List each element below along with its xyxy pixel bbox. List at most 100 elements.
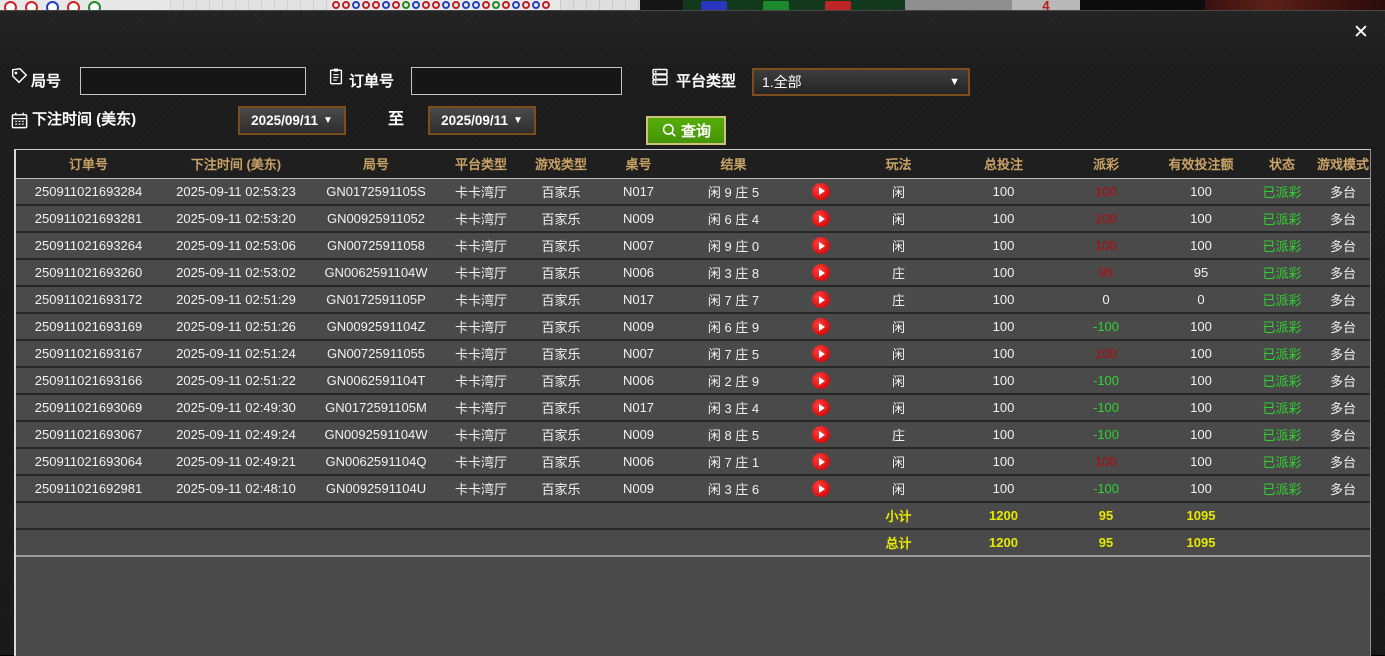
cell-replay <box>791 340 851 367</box>
cell-table-no: N007 <box>622 346 655 361</box>
bet-record-row: 250911021692981 2025-09-11 02:48:10 GN00… <box>16 475 1370 502</box>
cell-play-type: 闲 <box>891 212 905 227</box>
cell-game-type: 百家乐 <box>541 320 581 335</box>
dealer-video <box>1205 0 1385 10</box>
cell-table-no: N009 <box>622 211 655 226</box>
cell-valid-bet: 100 <box>1190 211 1212 226</box>
cell-mode: 多台 <box>1329 293 1356 308</box>
cell-table-no: N006 <box>622 454 655 469</box>
cell-result: 闲 9 庄 0 <box>707 239 760 254</box>
cell-replay <box>791 367 851 394</box>
cell-mode: 多台 <box>1329 266 1356 281</box>
cell-play-type: 闲 <box>891 374 905 389</box>
search-button[interactable]: 查询 <box>646 116 726 145</box>
subtotal-payout: 95 <box>1098 508 1114 523</box>
play-icon[interactable] <box>812 291 830 309</box>
cell-payout: 100 <box>1095 211 1117 226</box>
date-range-to-label: 至 <box>388 111 405 128</box>
cell-play-type: 庄 <box>891 293 905 308</box>
cell-result: 闲 7 庄 5 <box>707 347 760 362</box>
play-icon[interactable] <box>812 453 830 471</box>
round-no-input[interactable] <box>80 67 306 95</box>
cell-status: 已派彩 <box>1262 428 1302 443</box>
play-icon[interactable] <box>812 264 830 282</box>
cell-result: 闲 3 庄 4 <box>707 401 760 416</box>
play-icon[interactable] <box>812 372 830 390</box>
bet-record-row: 250911021693281 2025-09-11 02:53:20 GN00… <box>16 205 1370 232</box>
order-no-label: 订单号 <box>349 73 395 90</box>
cell-table-no: N009 <box>622 427 655 442</box>
cell-payout: -100 <box>1092 400 1120 415</box>
cell-bet-time: 2025-09-11 02:53:23 <box>176 183 296 199</box>
cell-bet-time: 2025-09-11 02:51:22 <box>176 373 296 388</box>
cell-mode: 多台 <box>1329 184 1356 200</box>
col-header-result: 结果 <box>676 150 791 179</box>
cell-payout: -100 <box>1092 373 1120 388</box>
cell-platform: 卡卡湾厅 <box>454 266 507 281</box>
cell-mode: 多台 <box>1329 374 1356 389</box>
grand-total-label: 总计 <box>885 536 912 551</box>
col-header-play-type: 玩法 <box>851 150 946 179</box>
bet-record-row: 250911021693067 2025-09-11 02:49:24 GN00… <box>16 421 1370 448</box>
play-icon[interactable] <box>812 426 830 444</box>
bet-records-modal: ✕ 局号 订单号 平台类型 1.全部 ▼ <box>0 10 1385 656</box>
cell-round-no: GN0172591105S <box>326 183 426 199</box>
play-icon[interactable] <box>812 480 830 498</box>
cell-round-no: GN00725911055 <box>326 346 426 361</box>
cell-bet-time: 2025-09-11 02:51:29 <box>176 292 296 307</box>
cell-play-type: 闲 <box>891 455 905 470</box>
cell-play-type: 闲 <box>891 239 905 254</box>
roadmap-grid <box>170 0 330 10</box>
playing-card: 4 <box>1012 0 1080 10</box>
col-header-mode: 游戏模式 <box>1313 150 1370 179</box>
order-no-input[interactable] <box>411 67 622 95</box>
cell-result: 闲 3 庄 6 <box>707 482 760 497</box>
cell-round-no: GN00925911052 <box>326 211 426 226</box>
date-to-picker[interactable]: 2025/09/11 ▼ <box>428 106 536 135</box>
cell-order-no: 250911021693172 <box>34 292 143 307</box>
grand-total-total-bet: 1200 <box>989 535 1018 550</box>
cell-result: 闲 6 庄 4 <box>707 212 760 227</box>
calendar-icon <box>10 111 29 135</box>
cell-table-no: N017 <box>622 400 655 415</box>
platform-type-select[interactable]: 1.全部 ▼ <box>752 68 970 96</box>
search-button-label: 查询 <box>680 123 711 140</box>
play-icon[interactable] <box>812 399 830 417</box>
cell-table-no: N017 <box>622 183 655 199</box>
cell-valid-bet: 100 <box>1190 400 1212 415</box>
cell-payout: 100 <box>1095 346 1117 361</box>
cell-order-no: 250911021693069 <box>34 400 143 415</box>
cell-status: 已派彩 <box>1262 293 1302 308</box>
subtotal-valid-bet: 1095 <box>1186 508 1216 523</box>
cell-payout: 95 <box>1098 265 1114 280</box>
cell-game-type: 百家乐 <box>541 266 581 281</box>
bet-record-row: 250911021693284 2025-09-11 02:53:23 GN01… <box>16 178 1370 205</box>
cell-total-bet: 100 <box>992 454 1015 469</box>
cell-valid-bet: 95 <box>1193 265 1209 280</box>
platform-type-value: 1.全部 <box>762 74 802 90</box>
close-icon[interactable]: ✕ <box>1353 22 1369 43</box>
bet-record-row: 250911021693069 2025-09-11 02:49:30 GN01… <box>16 394 1370 421</box>
cell-platform: 卡卡湾厅 <box>454 374 507 389</box>
cell-valid-bet: 100 <box>1190 183 1212 199</box>
play-icon[interactable] <box>812 237 830 255</box>
tag-icon <box>10 67 28 90</box>
bet-record-row: 250911021693064 2025-09-11 02:49:21 GN00… <box>16 448 1370 475</box>
play-icon[interactable] <box>812 345 830 363</box>
grand-total-row: 总计 1200 95 1095 <box>16 529 1370 556</box>
play-icon[interactable] <box>812 318 830 336</box>
cell-result: 闲 3 庄 8 <box>707 266 760 281</box>
cell-bet-time: 2025-09-11 02:49:21 <box>176 454 296 469</box>
col-header-valid-bet: 有效投注额 <box>1151 150 1251 179</box>
date-from-picker[interactable]: 2025/09/11 ▼ <box>238 106 346 135</box>
cell-platform: 卡卡湾厅 <box>454 455 507 470</box>
cell-mode: 多台 <box>1329 239 1356 254</box>
play-icon[interactable] <box>812 182 830 200</box>
roadmap-big-circles <box>0 0 170 10</box>
col-header-platform: 平台类型 <box>441 150 521 179</box>
table-header-row: 订单号 下注时间 (美东) 局号 平台类型 游戏类型 桌号 结果 玩法 总投注 … <box>16 150 1370 179</box>
bet-records-table: 订单号 下注时间 (美东) 局号 平台类型 游戏类型 桌号 结果 玩法 总投注 … <box>14 149 1371 656</box>
play-icon[interactable] <box>812 210 830 228</box>
cell-valid-bet: 100 <box>1190 346 1212 361</box>
cell-payout: 100 <box>1095 238 1117 253</box>
